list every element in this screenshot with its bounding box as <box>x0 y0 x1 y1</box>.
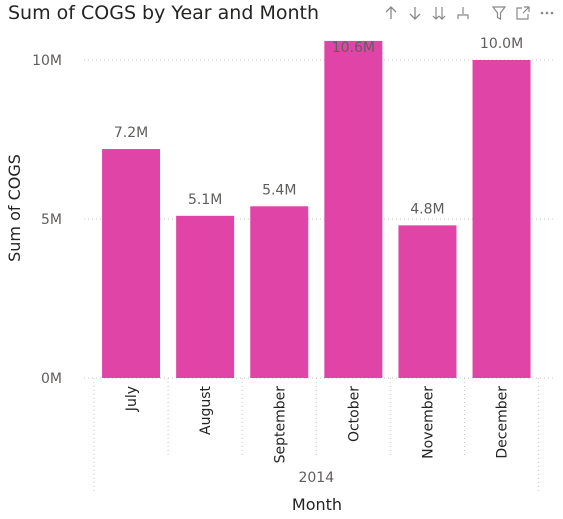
y-tick-label: 10M <box>32 53 62 69</box>
bar[interactable] <box>324 40 383 379</box>
bar[interactable] <box>176 215 235 378</box>
data-label: 5.4M <box>262 182 296 198</box>
sort-down-icon[interactable] <box>405 3 425 23</box>
focus-mode-icon[interactable] <box>513 3 533 23</box>
bar[interactable] <box>398 225 457 378</box>
y-tick-label: 5M <box>41 212 62 228</box>
visual-header-icons <box>381 2 557 24</box>
data-label: 4.8M <box>410 201 444 217</box>
x-group-label: 2014 <box>298 470 334 486</box>
x-category-label: November <box>420 386 436 459</box>
y-axis-title: Sum of COGS <box>5 154 24 262</box>
filter-icon[interactable] <box>489 3 509 23</box>
x-category-label: September <box>272 386 288 464</box>
bar[interactable] <box>472 60 531 378</box>
bar[interactable] <box>102 149 161 378</box>
x-category-label: July <box>124 386 140 412</box>
x-axis-title: Month <box>292 495 342 514</box>
data-label: 10.6M <box>332 40 375 56</box>
more-options-icon[interactable] <box>537 3 557 23</box>
x-category-label: October <box>346 386 362 442</box>
y-tick-label: 0M <box>41 371 62 387</box>
x-category-label: December <box>495 386 511 459</box>
data-label: 5.1M <box>188 192 222 208</box>
bar[interactable] <box>250 206 309 378</box>
data-label: 7.2M <box>114 125 148 141</box>
drill-hierarchy-icon[interactable] <box>453 3 473 23</box>
expand-all-down-icon[interactable] <box>429 3 449 23</box>
x-category-label: August <box>198 385 214 435</box>
chart-title: Sum of COGS by Year and Month <box>8 2 319 24</box>
sort-up-icon[interactable] <box>381 3 401 23</box>
data-label: 10.0M <box>480 36 523 52</box>
